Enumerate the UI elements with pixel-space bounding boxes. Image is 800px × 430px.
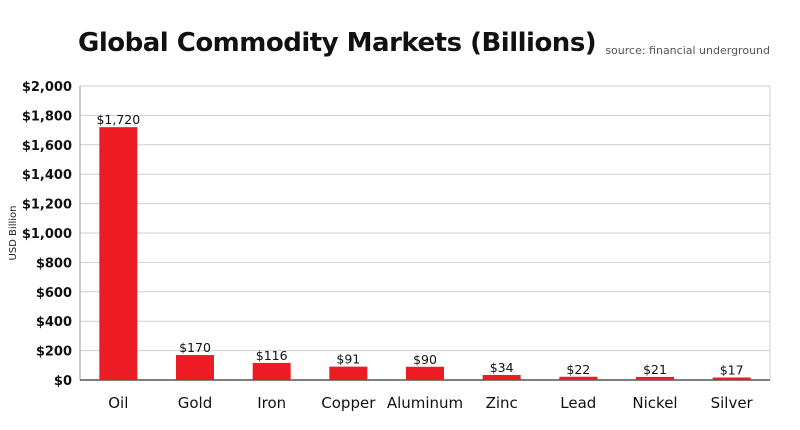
y-tick-label: $1,800: [22, 109, 72, 124]
bar: [252, 362, 291, 380]
y-tick-label: $2,000: [22, 80, 72, 95]
bar: [406, 366, 444, 380]
y-tick-label: $1,600: [22, 139, 72, 154]
x-tick-label: Copper: [321, 394, 376, 412]
y-tick-label: $600: [36, 286, 72, 301]
y-tick-label: $0: [54, 374, 72, 389]
x-tick-label: Gold: [178, 394, 213, 412]
bar-value-label: $90: [413, 352, 437, 367]
bar-value-label: $17: [720, 363, 744, 378]
bar: [559, 376, 598, 380]
bar-value-label: $34: [490, 360, 514, 375]
bar: [329, 366, 368, 380]
bar-value-label: $22: [566, 362, 590, 377]
chart-source: source: financial underground: [605, 44, 770, 57]
y-tick-label: $200: [36, 345, 72, 360]
x-tick-label: Zinc: [486, 394, 518, 412]
bar: [712, 377, 751, 380]
x-tick-label: Silver: [711, 394, 754, 412]
y-tick-label: $1,400: [22, 168, 72, 183]
bar: [99, 127, 138, 380]
x-tick-label: Oil: [108, 394, 128, 412]
x-tick-label: Nickel: [632, 394, 677, 412]
y-tick-label: $1,000: [22, 227, 72, 242]
y-tick-label: $800: [36, 256, 72, 271]
y-tick-label: $1,200: [22, 198, 72, 213]
bar-value-label: $91: [336, 352, 360, 367]
bar-value-label: $170: [179, 340, 211, 355]
x-tick-label: Aluminum: [387, 394, 463, 412]
bar-value-label: $1,720: [96, 112, 140, 127]
y-axis-title: USD Billion: [8, 206, 19, 261]
x-tick-label: Lead: [560, 394, 596, 412]
bar: [482, 375, 521, 380]
x-tick-label: Iron: [257, 394, 286, 412]
chart-title: Global Commodity Markets (Billions): [78, 28, 597, 58]
bar: [176, 355, 214, 380]
y-tick-label: $400: [36, 315, 72, 330]
bar-value-label: $21: [643, 362, 667, 377]
bar-value-label: $116: [256, 348, 288, 363]
bar: [636, 376, 674, 380]
